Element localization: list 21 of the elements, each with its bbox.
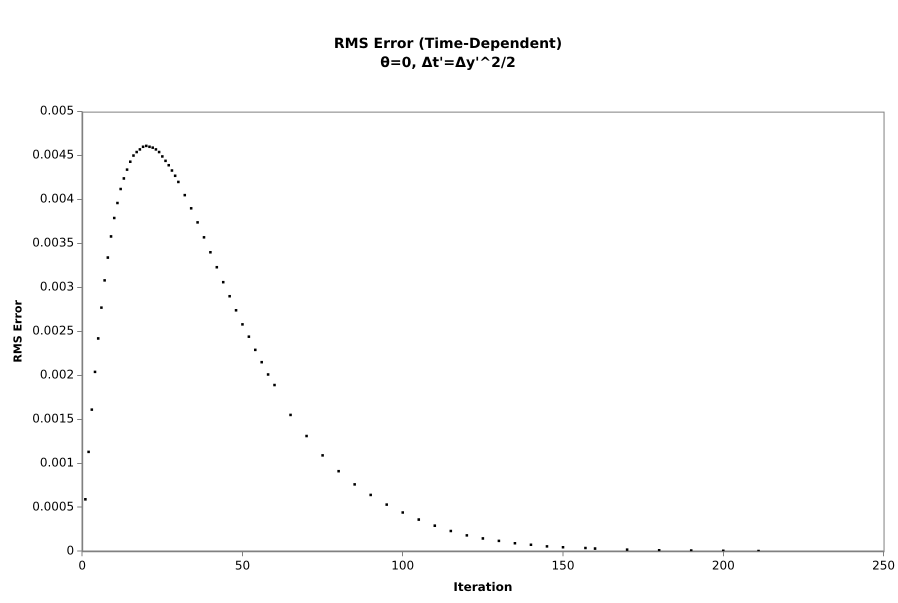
y-tick-label: 0.0025 bbox=[32, 324, 74, 338]
chart-subtitle: θ=0, Δt'=Δy'^2/2 bbox=[380, 54, 516, 71]
y-tick-label: 0 bbox=[66, 543, 74, 558]
y-tick-label: 0.0035 bbox=[32, 236, 74, 250]
y-tick-label: 0.0045 bbox=[32, 148, 74, 162]
x-tick-label: 200 bbox=[712, 558, 735, 573]
y-tick-label: 0.005 bbox=[40, 104, 74, 118]
x-tick-label: 100 bbox=[391, 558, 414, 573]
y-tick-label: 0.001 bbox=[40, 455, 74, 470]
x-tick-label: 50 bbox=[234, 558, 250, 573]
y-tick-label: 0.0005 bbox=[32, 499, 74, 514]
x-tick-label: 150 bbox=[552, 558, 574, 573]
chart-title: RMS Error (Time-Dependent) bbox=[334, 36, 562, 52]
x-axis-title: Iteration bbox=[453, 580, 512, 594]
y-tick-label: 0.003 bbox=[40, 280, 74, 294]
y-tick-label: 0.0015 bbox=[32, 411, 74, 426]
y-axis-title: RMS Error bbox=[11, 300, 24, 363]
y-tick-label: 0.004 bbox=[40, 192, 74, 206]
y-tick-label: 0.002 bbox=[40, 367, 74, 382]
x-tick-label: 0 bbox=[78, 558, 86, 573]
x-tick-label: 250 bbox=[872, 558, 895, 573]
